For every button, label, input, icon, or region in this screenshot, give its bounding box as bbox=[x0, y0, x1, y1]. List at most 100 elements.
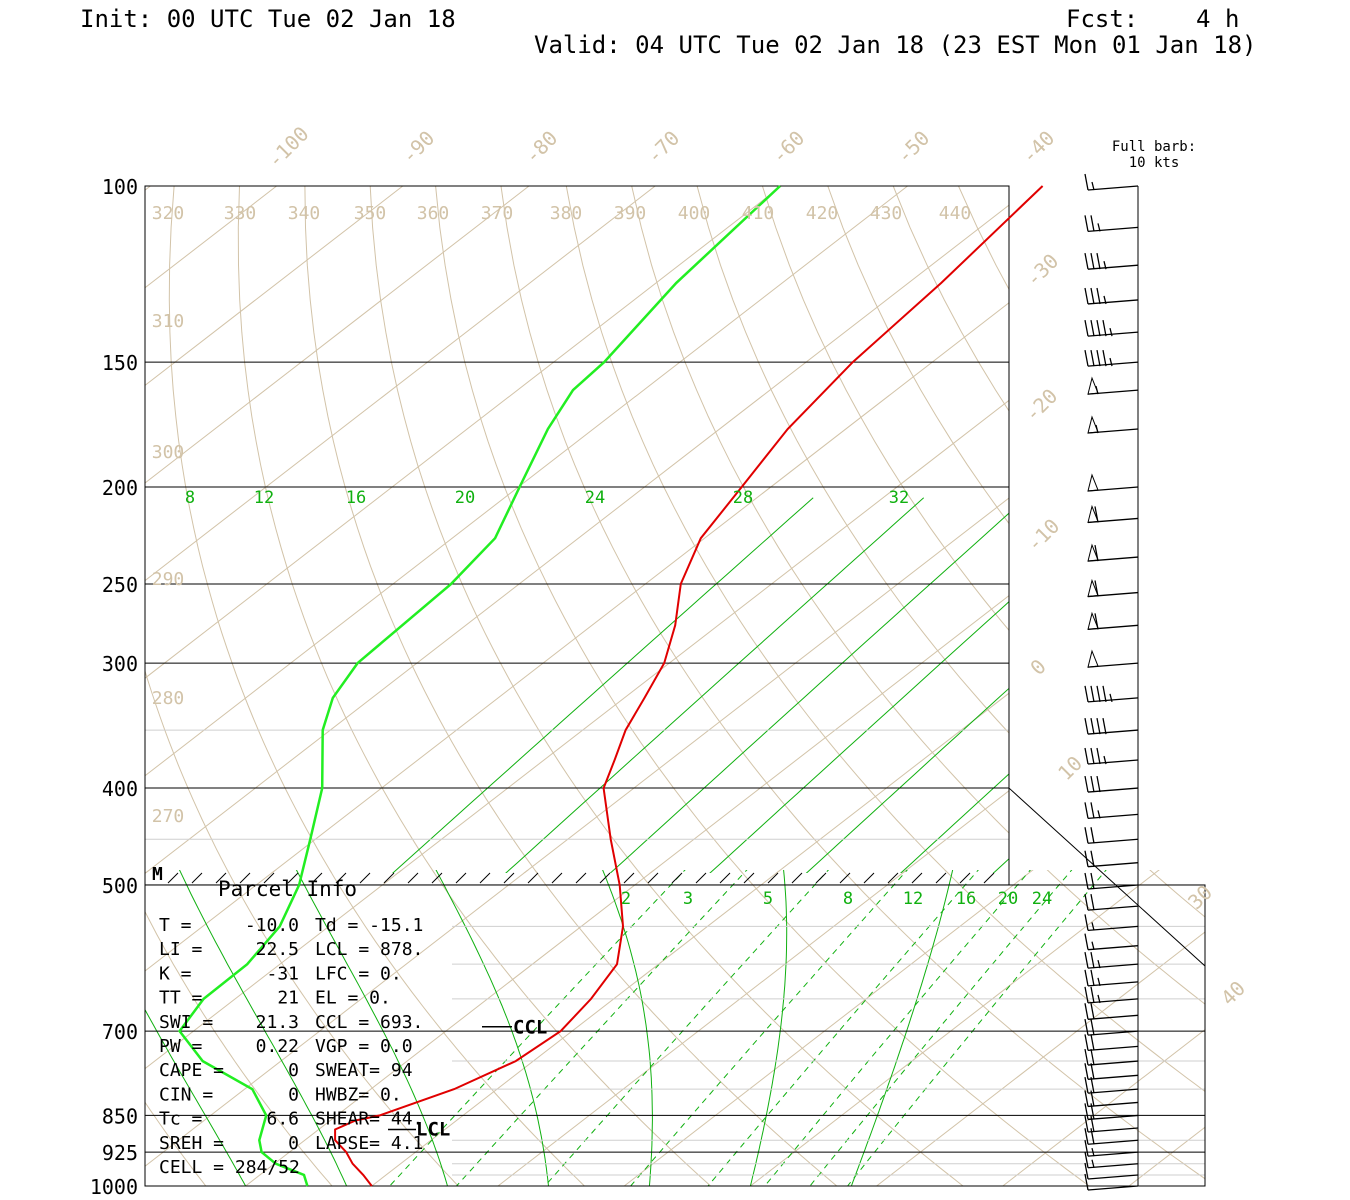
theta-label: 360 bbox=[417, 203, 450, 224]
barb-pennant bbox=[1087, 649, 1099, 668]
level-marker-m: M bbox=[152, 864, 163, 885]
parcel-value: LAPSE= 4.1 bbox=[315, 1133, 423, 1154]
isotherm-line bbox=[245, 870, 656, 1186]
hatch-mark bbox=[743, 872, 755, 884]
barb-full bbox=[1096, 747, 1101, 765]
barb-full bbox=[1084, 1048, 1089, 1066]
barb-half bbox=[1097, 810, 1101, 819]
mixing-ratio-label: 20 bbox=[998, 889, 1018, 909]
barb-full bbox=[1090, 802, 1095, 819]
barb-pennant bbox=[1087, 415, 1099, 434]
mixing-ratio-curve bbox=[805, 687, 1009, 873]
mixing-ratio-dashed bbox=[847, 870, 1107, 1186]
isotherm-line bbox=[649, 594, 1009, 873]
theta-label: 380 bbox=[550, 203, 583, 224]
barb-full bbox=[1084, 215, 1089, 232]
barb-half bbox=[1103, 755, 1107, 765]
dry-adiabat bbox=[0, 186, 95, 1200]
dry-adiabat bbox=[841, 870, 1205, 1180]
dry-adiabat bbox=[1220, 186, 1350, 1200]
barb-full bbox=[1084, 173, 1089, 191]
hatch-mark bbox=[239, 872, 251, 884]
barb-full bbox=[1090, 1076, 1095, 1094]
moist-adiabat bbox=[850, 870, 954, 1186]
isotherm-label: -80 bbox=[520, 126, 563, 169]
barb-shaft bbox=[1087, 862, 1139, 868]
barb-full bbox=[1090, 986, 1095, 1004]
wind-barb bbox=[1084, 215, 1139, 233]
barb-full bbox=[1084, 1063, 1089, 1080]
theta-label: 370 bbox=[481, 203, 514, 224]
wind-barb bbox=[1087, 578, 1139, 598]
pressure-tick-label: 850 bbox=[102, 1104, 138, 1128]
mixing-ratio-label: 20 bbox=[455, 488, 475, 508]
parcel-value: LCL = 878. bbox=[315, 939, 423, 960]
wind-barb bbox=[1084, 1018, 1139, 1036]
mixing-ratio-curve bbox=[709, 601, 1009, 873]
barb-full bbox=[1090, 287, 1095, 305]
wind-barb bbox=[1084, 1048, 1139, 1066]
dry-adiabat bbox=[696, 186, 1009, 734]
barb-full bbox=[1090, 872, 1095, 890]
barb-pennant bbox=[1087, 578, 1099, 598]
lcl-label: LCL bbox=[416, 1118, 450, 1140]
wind-barb bbox=[1084, 986, 1139, 1004]
barb-full bbox=[1084, 747, 1089, 765]
isotherm-label: -40 bbox=[1017, 126, 1060, 169]
wind-barb bbox=[1084, 685, 1139, 703]
barb-shaft bbox=[1087, 1114, 1139, 1121]
dry-adiabat bbox=[237, 186, 435, 873]
barb-shaft bbox=[1087, 759, 1139, 765]
dry-adiabats-upper bbox=[0, 186, 1350, 1200]
wind-barb bbox=[1084, 872, 1139, 890]
mixing-ratio-label: 24 bbox=[1032, 889, 1052, 909]
barb-full bbox=[1084, 933, 1089, 950]
moist-adiabat bbox=[749, 870, 788, 1186]
isotherm-line bbox=[145, 186, 277, 289]
pressure-grid bbox=[144, 185, 1206, 1187]
hatch-mark bbox=[431, 872, 443, 884]
barb-half bbox=[1091, 1159, 1095, 1168]
wind-barb bbox=[1087, 376, 1139, 395]
barb-full bbox=[1084, 1076, 1089, 1094]
mixing-ratio-label: 2 bbox=[621, 889, 631, 909]
hatch-mark bbox=[263, 872, 275, 884]
parcel-label: CIN = bbox=[159, 1084, 213, 1105]
theta-label: 300 bbox=[152, 442, 185, 463]
barb-shaft bbox=[1087, 787, 1139, 793]
barb-full bbox=[1090, 894, 1095, 911]
theta-label: 400 bbox=[678, 203, 711, 224]
forecast-hour: Fcst: 4 h bbox=[1066, 5, 1240, 33]
parcel-value: 0 bbox=[288, 1133, 299, 1154]
theta-label: 430 bbox=[870, 203, 903, 224]
wind-barb bbox=[1084, 802, 1139, 820]
wind-barb bbox=[1084, 349, 1139, 367]
hatch-mark bbox=[455, 872, 467, 884]
parcel-value: 0 bbox=[288, 1084, 299, 1105]
mixing-ratio-curve bbox=[609, 512, 1009, 873]
wind-barb bbox=[1084, 1090, 1139, 1108]
dry-adiabat bbox=[145, 910, 333, 1186]
barb-shaft bbox=[1087, 925, 1139, 932]
parcel-value: LFC = 0. bbox=[315, 963, 402, 984]
parcel-value: 0.22 bbox=[256, 1036, 299, 1057]
isotherm-line bbox=[624, 186, 1350, 1186]
mixing-ratio-label: 12 bbox=[903, 889, 923, 909]
dry-adiabat bbox=[762, 186, 1350, 1200]
isotherm-line bbox=[1128, 1126, 1205, 1186]
barb-shaft bbox=[1087, 905, 1139, 911]
wind-barb bbox=[1087, 611, 1139, 630]
barb-full bbox=[1096, 685, 1101, 703]
hatch-mark bbox=[335, 872, 347, 884]
parcel-value: 6.6 bbox=[266, 1109, 299, 1130]
temperature-trace bbox=[334, 185, 1044, 1187]
barb-full bbox=[1084, 914, 1089, 931]
mixing-ratio-dashed bbox=[630, 870, 908, 1186]
wind-barb bbox=[1084, 914, 1139, 932]
isotherm-line bbox=[145, 186, 908, 777]
theta-label: 310 bbox=[152, 311, 185, 332]
isotherm-line bbox=[1255, 186, 1350, 1186]
barb-full bbox=[1090, 1103, 1095, 1120]
mixing-ratio-lower bbox=[145, 870, 1107, 1186]
hatch-mark bbox=[767, 872, 779, 884]
